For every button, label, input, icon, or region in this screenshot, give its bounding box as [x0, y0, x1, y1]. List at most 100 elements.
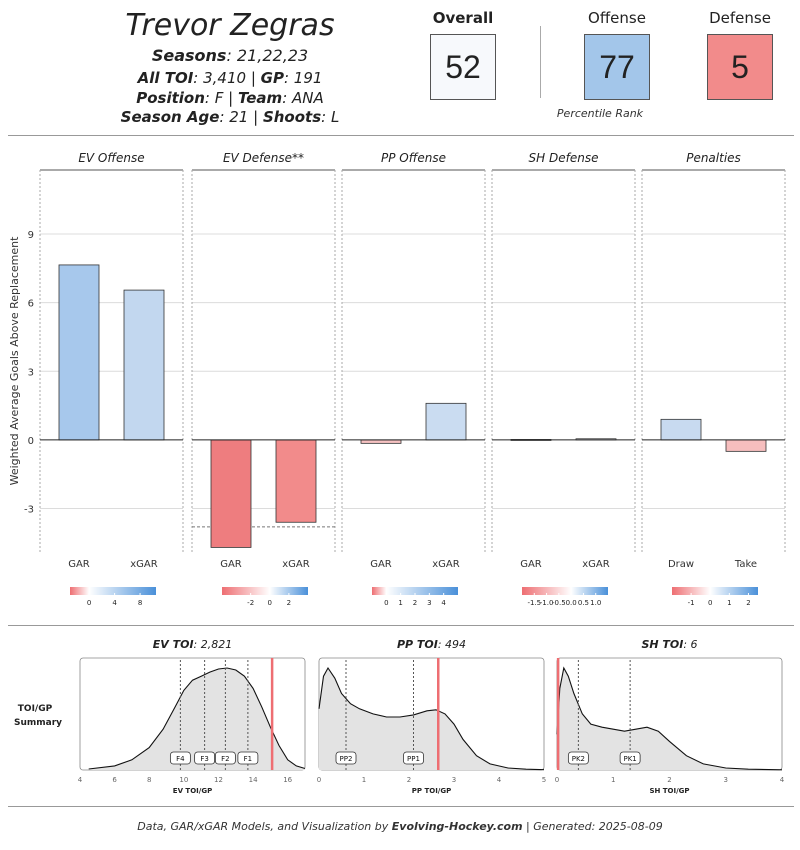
bar-gar: [58, 264, 100, 441]
age-line: Season Age: 21 | Shoots: L: [120, 108, 340, 126]
y-tick-label: 9: [28, 230, 34, 241]
x-tick-label: 14: [249, 776, 258, 784]
x-tick-label: xGAR: [282, 559, 310, 570]
y-tick-label: -3: [24, 505, 34, 516]
marker-box-f4: [169, 751, 191, 765]
density-panel-title: SH TOI: 6: [641, 638, 697, 651]
x-tick-label: 8: [147, 776, 151, 784]
density-curve: [318, 666, 545, 771]
header-rule: [8, 135, 794, 136]
legend-tick-label: 1: [727, 599, 731, 607]
player-name: Trevor Zegras: [125, 8, 335, 43]
x-tick-label: Draw: [668, 559, 694, 570]
x-axis-title: SH TOI/GP: [649, 787, 689, 795]
seasons-line: Seasons: 21,22,23: [151, 46, 309, 65]
marker-label: PP1: [407, 755, 420, 763]
marker-box-pk2: [567, 751, 589, 765]
bar-gar: [210, 439, 252, 548]
x-tick-label: 0: [555, 776, 559, 784]
marker-label: PK2: [572, 755, 585, 763]
legend-tick-label: 4: [441, 599, 446, 607]
panel-title: SH Defense: [529, 151, 599, 165]
score-divider: [540, 26, 541, 98]
x-tick-label: GAR: [520, 559, 542, 570]
overall-label: Overall: [432, 9, 494, 27]
density-panel-title: PP TOI: 494: [397, 638, 466, 651]
x-tick-label: 3: [452, 776, 456, 784]
y-tick-label: 0: [28, 436, 34, 447]
legend-tick-label: 2: [413, 599, 417, 607]
x-tick-label: 2: [667, 776, 671, 784]
x-tick-label: Take: [734, 559, 757, 570]
footer-credit: Data, GAR/xGAR Models, and Visualization…: [137, 820, 663, 833]
bar-xgar: [275, 439, 317, 523]
x-tick-label: GAR: [220, 559, 242, 570]
footer-rule: [8, 806, 794, 807]
marker-label: F2: [221, 755, 229, 763]
legend-color-bar: [70, 587, 156, 595]
marker-box-pk1: [619, 751, 641, 765]
bar-xgar: [425, 402, 467, 441]
legend-tick-label: 1: [398, 599, 402, 607]
position-line: Position: F | Team: ANA: [136, 89, 324, 107]
x-tick-label: 4: [497, 776, 502, 784]
x-tick-label: GAR: [68, 559, 90, 570]
gar-bar-chart: Weighted Average Goals Above Replacement…: [8, 151, 786, 607]
x-tick-label: 1: [362, 776, 366, 784]
defense-score: 5: [707, 34, 773, 100]
legend-tick-label: 2: [287, 599, 291, 607]
x-tick-label: 10: [179, 776, 188, 784]
panel-title: Penalties: [686, 151, 741, 165]
y-tick-label: 6: [28, 299, 34, 310]
marker-box-pp1: [403, 751, 424, 765]
legend-tick-label: 0: [87, 599, 91, 607]
legend-tick-label: 2: [746, 599, 750, 607]
legend-tick-label: 0: [708, 599, 712, 607]
x-tick-label: 3: [724, 776, 728, 784]
percentile-rank-label: Percentile Rank: [556, 107, 644, 120]
legend-tick-label: -1.0: [540, 599, 554, 607]
legend-tick-label: 3: [427, 599, 431, 607]
marker-box-f2: [214, 751, 236, 765]
density-area: [557, 668, 782, 770]
bar-take: [725, 439, 767, 452]
x-tick-label: xGAR: [130, 559, 158, 570]
x-tick-label: 2: [407, 776, 411, 784]
overall-score: 52: [430, 34, 496, 100]
marker-label: F4: [176, 755, 185, 763]
marker-label: PK1: [623, 755, 636, 763]
legend-tick-label: 0.0: [566, 599, 577, 607]
x-tick-label: xGAR: [432, 559, 460, 570]
legend-tick-label: -1: [688, 599, 695, 607]
marker-box-pp2: [335, 751, 357, 765]
row-label-toi-gp: TOI/GP: [18, 704, 53, 714]
legend-color-bar: [222, 587, 308, 595]
legend-tick-label: 0.5: [578, 599, 589, 607]
legend-color-bar: [522, 587, 608, 595]
panel-title: EV Offense: [78, 151, 144, 165]
panel-title: PP Offense: [381, 151, 446, 165]
legend-tick-label: 4: [112, 599, 117, 607]
x-tick-label: xGAR: [582, 559, 610, 570]
y-axis-title: Weighted Average Goals Above Replacement: [8, 236, 21, 485]
bar-xgar: [123, 289, 165, 441]
marker-box-f1: [237, 751, 259, 765]
bar-draw: [660, 418, 702, 441]
legend-tick-label: -2: [247, 599, 254, 607]
marker-box-f3: [194, 751, 216, 765]
x-tick-label: 4: [78, 776, 83, 784]
density-curve: [88, 667, 306, 770]
x-tick-label: 5: [542, 776, 546, 784]
x-tick-label: 12: [214, 776, 223, 784]
x-tick-label: 4: [780, 776, 785, 784]
x-axis-title: PP TOI/GP: [412, 787, 451, 795]
row-label-summary: Summary: [14, 718, 62, 728]
middle-rule: [8, 625, 794, 626]
x-tick-label: 16: [283, 776, 292, 784]
x-tick-label: 1: [611, 776, 615, 784]
legend-color-bar: [672, 587, 758, 595]
density-area: [88, 668, 306, 770]
density-curve: [556, 666, 783, 771]
x-tick-label: GAR: [370, 559, 392, 570]
